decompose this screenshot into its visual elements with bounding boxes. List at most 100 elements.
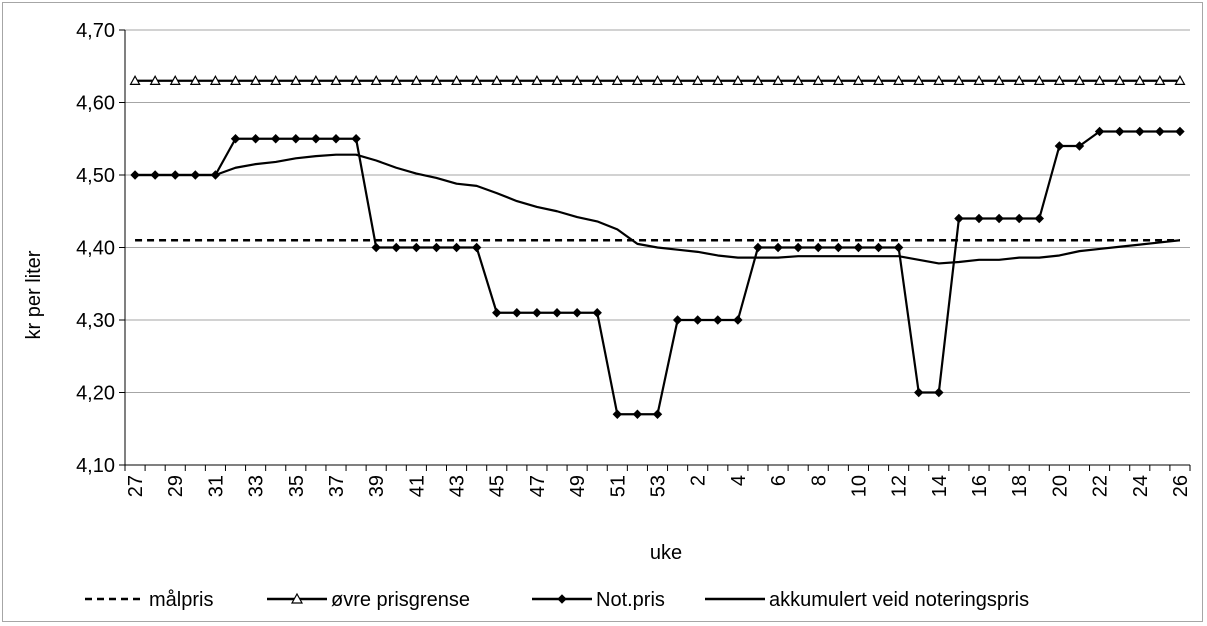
data-point	[431, 242, 442, 253]
data-point	[230, 134, 241, 144]
data-point	[793, 242, 803, 253]
legend-label: akkumulert veid noteringspris	[769, 589, 1029, 611]
x-tick-label: 41	[406, 475, 428, 497]
data-point	[773, 242, 783, 253]
y-tick-label: 4,30	[76, 310, 115, 332]
y-tick-label: 4,70	[76, 20, 115, 42]
data-point	[311, 134, 321, 144]
legend-label: Not.pris	[596, 589, 665, 611]
data-point	[290, 592, 304, 604]
data-point	[692, 75, 704, 85]
data-point	[893, 242, 904, 253]
x-tick-label: 29	[165, 475, 187, 497]
x-tick-label: 37	[326, 475, 348, 497]
data-point	[713, 315, 723, 325]
data-point	[471, 75, 483, 85]
data-point	[411, 242, 422, 253]
legend: målpris øvre prisgrense Not.pris akkumulert…	[85, 589, 1029, 611]
data-point	[611, 75, 623, 85]
x-axis-ticks: 27 29 31 33 35 37 39 41 43 45 47 49 51 53 2 4 6 8 10 12 14 16…	[124, 465, 1192, 497]
data-point	[873, 242, 884, 253]
x-tick-label: 47	[527, 475, 549, 497]
x-tick-label: 53	[648, 475, 670, 497]
data-point	[692, 315, 703, 325]
y-tick-label: 4,20	[76, 383, 115, 405]
data-point	[330, 75, 342, 85]
data-point	[1154, 75, 1166, 85]
x-tick-label: 49	[567, 475, 589, 497]
data-point	[1014, 213, 1024, 224]
y-axis-ticks: 4,10 4,20 4,30 4,40 4,50 4,60 4,70	[76, 20, 125, 477]
data-point	[291, 134, 301, 144]
data-point	[492, 308, 502, 318]
data-point	[1013, 75, 1025, 85]
x-tick-label: 27	[125, 475, 147, 497]
data-point	[672, 75, 684, 85]
data-point	[390, 75, 402, 85]
data-point	[954, 213, 964, 224]
x-tick-label: 20	[1049, 475, 1071, 497]
x-tick-label: 45	[487, 475, 509, 497]
x-tick-label: 51	[607, 475, 629, 497]
gridlines	[124, 29, 1190, 466]
data-point	[631, 75, 643, 85]
data-point	[270, 75, 282, 85]
legend-label: øvre prisgrense	[331, 589, 470, 611]
data-point	[532, 308, 542, 318]
x-tick-label: 12	[889, 475, 911, 497]
data-point	[1054, 141, 1065, 151]
data-point	[672, 315, 683, 325]
data-point	[451, 75, 463, 85]
y-tick-label: 4,60	[76, 93, 115, 115]
data-point	[531, 75, 543, 85]
data-point	[1135, 126, 1145, 137]
data-point	[591, 75, 603, 85]
x-tick-label: 24	[1130, 475, 1152, 497]
data-point	[572, 308, 582, 318]
data-point	[331, 134, 341, 144]
data-point	[812, 75, 824, 85]
x-tick-label: 2	[688, 475, 710, 486]
data-point	[1033, 75, 1045, 85]
data-point	[632, 409, 643, 419]
data-point	[1034, 213, 1044, 224]
x-tick-label: 10	[848, 475, 870, 497]
data-point	[511, 75, 523, 85]
y-tick-label: 4,50	[76, 165, 115, 187]
data-point	[853, 242, 864, 253]
data-point	[1174, 75, 1186, 85]
x-tick-label: 18	[1009, 475, 1031, 497]
data-point	[852, 75, 864, 85]
data-point	[732, 75, 744, 85]
x-tick-label: 31	[205, 475, 227, 497]
data-point	[271, 134, 281, 144]
data-point	[370, 75, 382, 85]
y-tick-label: 4,10	[76, 455, 115, 477]
data-point	[772, 75, 784, 85]
data-point	[612, 409, 623, 419]
data-point	[1134, 75, 1146, 85]
y-axis-title: kr per liter	[23, 250, 45, 339]
data-point	[753, 242, 763, 253]
data-point	[209, 75, 221, 85]
data-point	[451, 242, 462, 253]
data-point	[1074, 141, 1085, 151]
data-point	[371, 242, 381, 253]
legend-label: målpris	[149, 589, 213, 611]
x-tick-label: 6	[768, 475, 790, 486]
data-point	[129, 75, 141, 85]
data-point	[833, 242, 844, 253]
data-point	[471, 242, 482, 253]
data-point	[229, 75, 242, 85]
data-point	[1114, 75, 1126, 85]
x-axis-title: uke	[650, 542, 682, 564]
x-tick-label: 26	[1170, 475, 1192, 497]
data-point	[189, 75, 201, 85]
x-tick-label: 43	[447, 475, 469, 497]
data-point	[290, 75, 302, 85]
data-point	[491, 75, 503, 85]
data-point	[1073, 75, 1085, 85]
data-point	[1053, 75, 1065, 85]
data-point	[813, 242, 823, 253]
